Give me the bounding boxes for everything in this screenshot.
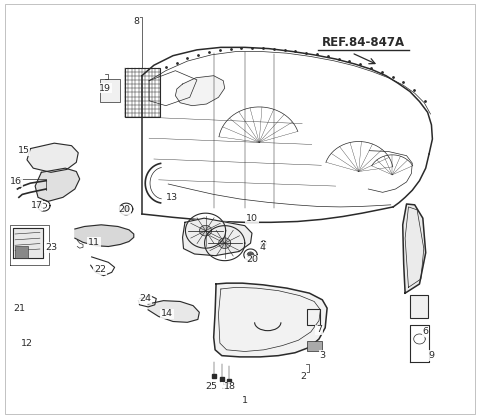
Polygon shape xyxy=(148,301,199,322)
Text: 1: 1 xyxy=(242,396,248,405)
Text: 6: 6 xyxy=(423,327,429,336)
Text: 4: 4 xyxy=(260,243,266,252)
Bar xyxy=(307,342,323,351)
Text: 20: 20 xyxy=(118,205,130,214)
Polygon shape xyxy=(182,218,252,256)
Polygon shape xyxy=(75,225,134,247)
Text: 8: 8 xyxy=(133,17,139,26)
FancyBboxPatch shape xyxy=(100,79,120,102)
Polygon shape xyxy=(27,143,78,172)
Text: 2: 2 xyxy=(300,372,306,381)
Text: 23: 23 xyxy=(45,243,57,252)
Text: 14: 14 xyxy=(161,309,173,319)
Text: 21: 21 xyxy=(13,303,25,313)
Text: 7: 7 xyxy=(316,325,322,334)
Polygon shape xyxy=(403,204,426,293)
Text: REF.84-847A: REF.84-847A xyxy=(322,36,405,49)
Text: 20: 20 xyxy=(246,255,258,264)
Bar xyxy=(15,246,28,258)
Text: 9: 9 xyxy=(429,351,434,360)
Text: 15: 15 xyxy=(18,146,30,155)
Text: 13: 13 xyxy=(166,193,178,202)
Bar xyxy=(410,295,428,318)
Text: 3: 3 xyxy=(319,351,325,360)
Polygon shape xyxy=(248,253,253,257)
Text: 12: 12 xyxy=(21,339,33,348)
Polygon shape xyxy=(175,76,225,106)
Text: 17: 17 xyxy=(31,201,43,210)
Text: 25: 25 xyxy=(205,382,217,391)
Text: 19: 19 xyxy=(99,84,111,93)
Text: 22: 22 xyxy=(94,265,106,274)
Polygon shape xyxy=(124,207,129,211)
Text: 24: 24 xyxy=(139,294,151,303)
Text: 18: 18 xyxy=(224,382,236,391)
Polygon shape xyxy=(12,228,43,258)
Polygon shape xyxy=(35,168,80,201)
Polygon shape xyxy=(219,238,230,248)
Text: 11: 11 xyxy=(88,238,100,247)
Text: 16: 16 xyxy=(10,177,22,186)
Bar xyxy=(125,68,159,117)
Bar xyxy=(307,309,321,325)
Polygon shape xyxy=(200,226,211,236)
Text: 5: 5 xyxy=(222,382,228,391)
Polygon shape xyxy=(214,283,327,357)
Text: 10: 10 xyxy=(246,214,258,223)
